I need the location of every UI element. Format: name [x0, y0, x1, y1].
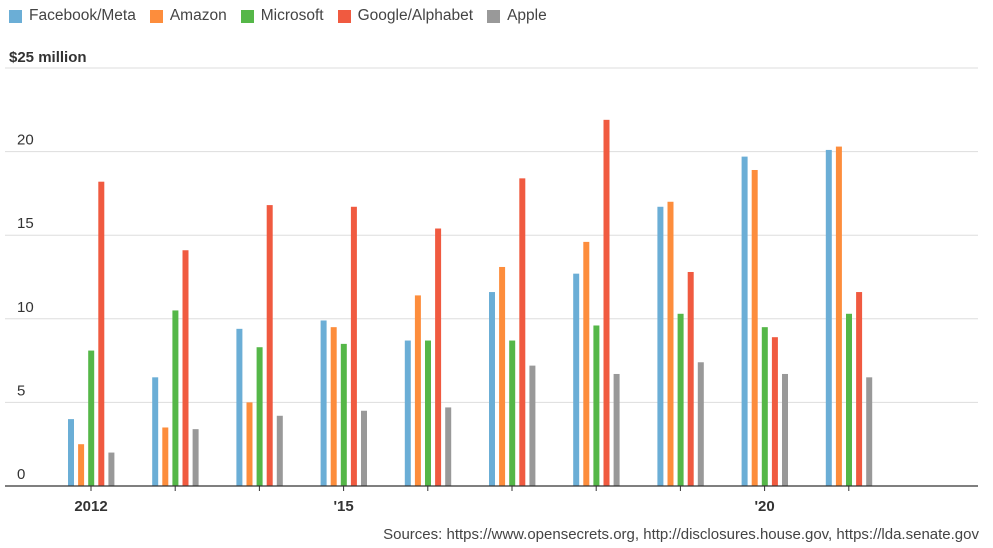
- bar-facebook-meta-2017: [489, 292, 495, 486]
- bar-google-alphabet-2014: [266, 205, 273, 486]
- bar-facebook-meta-2019: [657, 206, 664, 486]
- bar-apple-2021: [866, 377, 873, 486]
- bar-apple-2020: [782, 373, 788, 486]
- bar-microsoft-2014: [256, 347, 263, 486]
- source-note: Sources: https://www.opensecrets.org, ht…: [383, 526, 979, 543]
- bar-facebook-meta-2012: [68, 419, 74, 486]
- chart-legend: Facebook/Meta Amazon Microsoft Google/Al…: [9, 7, 547, 25]
- legend-item-google-alphabet: Google/Alphabet: [337, 7, 474, 25]
- bar-apple-2013: [192, 429, 199, 486]
- bar-google-alphabet-2019: [687, 271, 694, 486]
- bar-google-alphabet-2012: [98, 181, 105, 487]
- x-tick-label: 2012: [74, 498, 107, 515]
- legend-item-facebook-meta: Facebook/Meta: [9, 7, 136, 25]
- bar-amazon-2019: [667, 201, 674, 486]
- bar-google-alphabet-2018: [603, 119, 610, 486]
- bar-amazon-2017: [499, 266, 506, 486]
- bar-amazon-2014: [246, 402, 253, 486]
- bar-facebook-meta-2021: [825, 149, 832, 487]
- bar-microsoft-2016: [425, 340, 431, 486]
- bar-google-alphabet-2016: [435, 228, 442, 486]
- bar-microsoft-2019: [677, 313, 684, 486]
- bar-microsoft-2021: [846, 313, 852, 486]
- bar-microsoft-2012: [88, 350, 95, 486]
- bar-google-alphabet-2013: [182, 250, 189, 486]
- y-tick-label: 10: [17, 299, 34, 316]
- bar-amazon-2018: [583, 241, 590, 486]
- bar-apple-2012: [108, 452, 115, 486]
- bar-microsoft-2015: [340, 343, 347, 486]
- bar-microsoft-2018: [593, 325, 600, 486]
- y-tick-label: 5: [17, 382, 25, 399]
- legend-item-microsoft: Microsoft: [240, 7, 324, 25]
- bar-apple-2017: [529, 365, 536, 486]
- bar-apple-2015: [361, 410, 367, 486]
- bar-facebook-meta-2016: [404, 340, 411, 486]
- bar-amazon-2012: [78, 444, 85, 486]
- bar-apple-2016: [445, 407, 452, 486]
- bar-facebook-meta-2018: [573, 273, 580, 486]
- y-axis-ticks: 0 5 10 15 20: [17, 132, 34, 483]
- legend-item-amazon: Amazon: [149, 7, 227, 25]
- x-tick-label: '15: [333, 498, 353, 515]
- legend-swatch: [487, 9, 501, 23]
- bar-apple-2018: [613, 373, 620, 486]
- bar-apple-2019: [697, 362, 704, 486]
- bar-microsoft-2017: [509, 340, 516, 486]
- y-tick-label: 20: [17, 132, 34, 149]
- legend-label: Amazon: [169, 7, 227, 24]
- y-axis-unit-label: $25 million: [9, 49, 87, 66]
- bar-apple-2014: [276, 415, 283, 486]
- bar-google-alphabet-2021: [856, 292, 863, 486]
- legend-swatch: [337, 9, 351, 23]
- bars: [68, 119, 873, 487]
- bar-google-alphabet-2020: [771, 337, 778, 486]
- bar-facebook-meta-2014: [236, 328, 243, 486]
- bar-google-alphabet-2015: [350, 206, 357, 486]
- bar-amazon-2021: [835, 146, 842, 487]
- bar-facebook-meta-2015: [320, 320, 327, 486]
- legend-swatch: [9, 9, 22, 23]
- bar-amazon-2015: [330, 327, 337, 486]
- y-tick-label: 0: [17, 466, 25, 483]
- bar-microsoft-2020: [761, 327, 768, 486]
- bar-facebook-meta-2020: [741, 156, 748, 486]
- bar-facebook-meta-2013: [152, 377, 159, 486]
- bar-amazon-2020: [751, 169, 758, 486]
- legend-swatch: [240, 9, 254, 23]
- bar-microsoft-2013: [172, 310, 179, 486]
- legend-label: Apple: [507, 7, 547, 24]
- legend-label: Microsoft: [260, 7, 324, 24]
- legend-label: Facebook/Meta: [29, 7, 136, 24]
- legend-item-apple: Apple: [487, 7, 547, 25]
- legend-swatch: [149, 9, 163, 23]
- x-axis: 2012 '15 '20: [5, 485, 978, 515]
- y-tick-label: 15: [17, 215, 34, 232]
- x-tick-label: '20: [754, 498, 774, 515]
- legend-label: Google/Alphabet: [357, 7, 474, 24]
- bar-google-alphabet-2017: [519, 178, 526, 487]
- bar-amazon-2016: [414, 295, 421, 486]
- bar-amazon-2013: [162, 427, 169, 486]
